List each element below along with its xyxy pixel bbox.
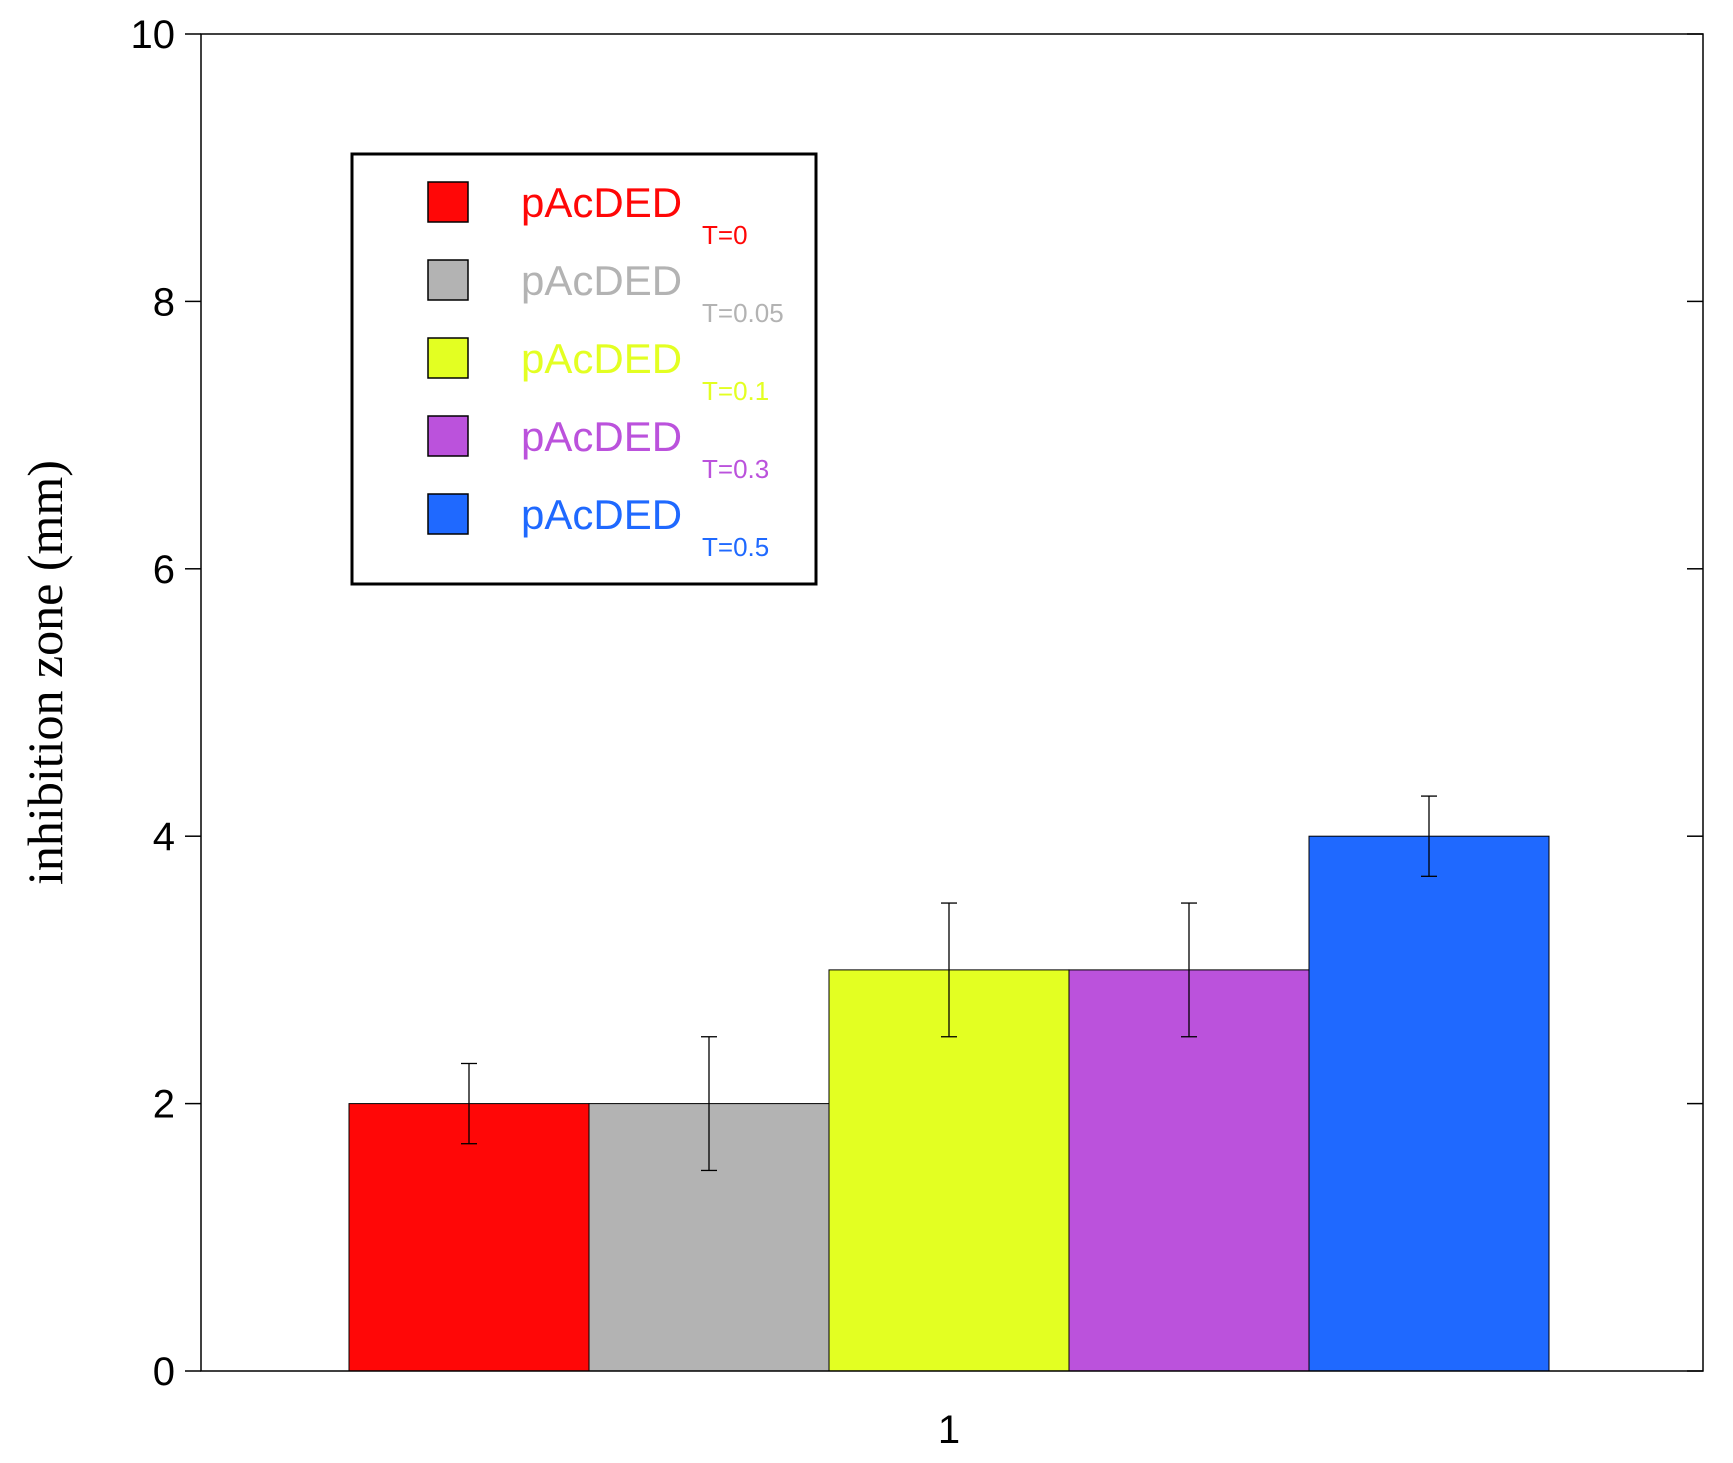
legend-swatch — [427, 337, 469, 379]
legend-subscript: T=0.5 — [702, 532, 769, 562]
legend-item: pAcDED T=0.3 — [427, 413, 769, 484]
legend-items: pAcDED T=0 pAcDED T=0.05 pAcDED T=0.1 pAcDED T=… — [427, 179, 784, 562]
legend-item: pAcDED T=0.1 — [427, 335, 769, 406]
legend-swatch — [427, 181, 469, 223]
y-tick-label: 6 — [153, 548, 175, 592]
legend-subscript: T=0.3 — [702, 454, 769, 484]
legend-item: pAcDED T=0.05 — [427, 257, 784, 328]
legend-item: pAcDED T=0.5 — [427, 491, 769, 562]
bar-t-0-5 — [1308, 835, 1550, 1372]
y-tick-label: 0 — [153, 1350, 175, 1394]
legend-item: pAcDED T=0 — [427, 179, 748, 250]
error-bars-layer — [461, 795, 1437, 1172]
legend-label: pAcDED — [521, 491, 682, 538]
legend-swatch — [427, 259, 469, 301]
x-axis: 1 — [938, 1408, 960, 1452]
y-tick-label: 4 — [153, 815, 175, 859]
legend-subscript: T=0.1 — [702, 376, 769, 406]
legend-label: pAcDED — [521, 413, 682, 460]
plot-frame — [200, 33, 1704, 1372]
y-tick-label: 8 — [153, 280, 175, 324]
y-tick-label: 2 — [153, 1083, 175, 1127]
legend-subscript: T=0.05 — [702, 298, 784, 328]
legend-label: pAcDED — [521, 179, 682, 226]
legend-subscript: T=0 — [702, 220, 748, 250]
legend-swatch — [427, 415, 469, 457]
y-axis-label: inhibition zone (mm) — [17, 460, 73, 885]
legend: pAcDED T=0 pAcDED T=0.05 pAcDED T=0.1 pAcDED T=… — [350, 152, 818, 586]
legend-swatch — [427, 493, 469, 535]
y-tick-label: 10 — [131, 13, 176, 57]
bar-t-0 — [348, 1103, 590, 1372]
legend-label: pAcDED — [521, 257, 682, 304]
x-tick-label: 1 — [938, 1408, 960, 1452]
y-axis: 0 2 4 6 8 10 — [131, 13, 1703, 1394]
legend-label: pAcDED — [521, 335, 682, 382]
